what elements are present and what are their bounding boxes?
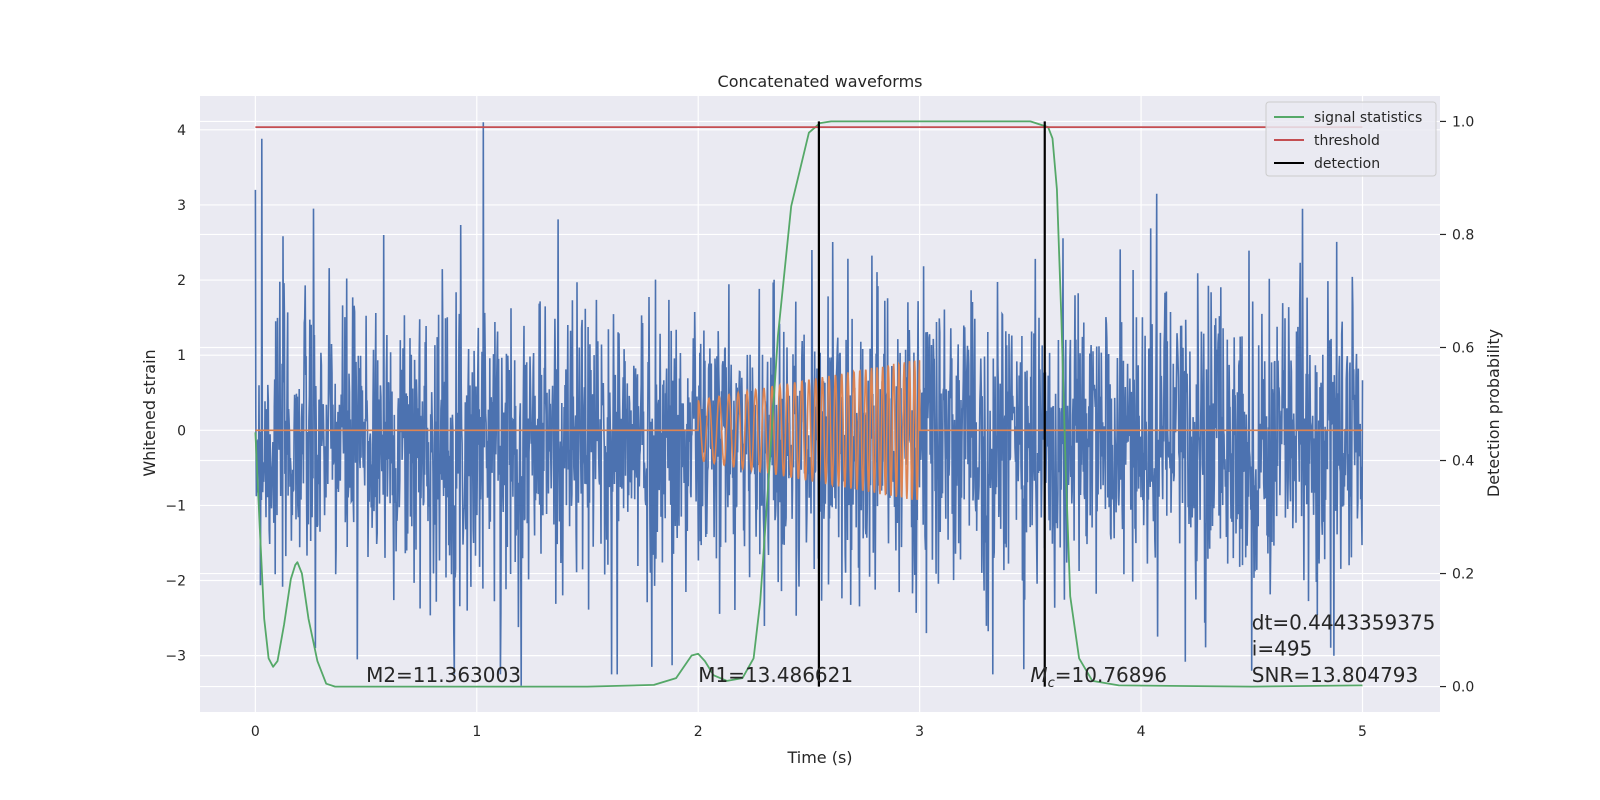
annotation-i: i=495: [1252, 637, 1313, 661]
series-layer: [254, 120, 1364, 688]
y-ticks-left: −3 −2 −1 0 1 2 3 4: [165, 123, 186, 665]
y-tick-label-right: 0.0: [1452, 680, 1474, 696]
chart-title: Concatenated waveforms: [718, 72, 923, 91]
y-ticks-right: 0.0 0.2 0.4 0.6 0.8 1.0: [1440, 114, 1474, 696]
legend: signal statistics threshold detection: [1265, 101, 1437, 177]
y-tick-label-right: 0.8: [1452, 227, 1474, 243]
y-tick-label: 4: [177, 123, 186, 139]
series-injected-signal: [255, 360, 1363, 501]
y-tick-label: 2: [177, 273, 186, 289]
annotation-mc: Mc=10.76896: [1030, 663, 1167, 691]
annotation-snr: SNR=13.804793: [1252, 663, 1418, 687]
y-tick-label: −3: [165, 649, 186, 665]
x-tick-label: 0: [251, 724, 260, 740]
y-tick-label: −2: [165, 574, 186, 590]
y-tick-label: 0: [177, 423, 186, 439]
x-ticks: 0 1 2 3 4 5: [251, 724, 1367, 740]
annotation-dt: dt=0.4443359375: [1252, 610, 1436, 634]
x-axis-label: Time (s): [786, 748, 852, 767]
y-tick-label-right: 1.0: [1452, 114, 1474, 130]
legend-label: threshold: [1314, 133, 1380, 149]
legend-box: [1265, 101, 1437, 177]
x-tick-label: 4: [1137, 724, 1146, 740]
x-tick-label: 1: [472, 724, 481, 740]
series-whitened-strain: [254, 122, 1364, 686]
x-tick-label: 3: [915, 724, 924, 740]
x-tick-label: 5: [1358, 724, 1367, 740]
y-axis-label-right: Detection probability: [1484, 329, 1503, 497]
y-tick-label-right: 0.6: [1452, 340, 1474, 356]
series-signal-statistics: [254, 120, 1363, 688]
y-tick-label-right: 0.4: [1452, 454, 1474, 470]
y-axis-label: Whitened strain: [140, 349, 159, 476]
y-tick-label-right: 0.2: [1452, 567, 1474, 583]
y-tick-label: −1: [165, 498, 186, 514]
legend-label: signal statistics: [1314, 110, 1422, 126]
legend-label: detection: [1314, 156, 1380, 172]
annotation-m1: M1=13.486621: [698, 663, 853, 687]
y-tick-label: 3: [177, 198, 186, 214]
y-tick-label: 1: [177, 348, 186, 364]
annotation-m2: M2=11.363003: [366, 663, 521, 687]
x-tick-label: 2: [694, 724, 703, 740]
annotations: M2=11.363003 M1=13.486621 Mc=10.76896 SNR=1…: [366, 610, 1435, 691]
